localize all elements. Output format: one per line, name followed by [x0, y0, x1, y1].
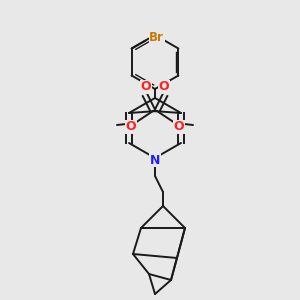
- Text: O: O: [141, 80, 151, 94]
- Text: Br: Br: [149, 31, 164, 44]
- Text: N: N: [150, 154, 160, 166]
- Text: O: O: [126, 121, 136, 134]
- Text: O: O: [174, 121, 184, 134]
- Text: O: O: [159, 80, 169, 94]
